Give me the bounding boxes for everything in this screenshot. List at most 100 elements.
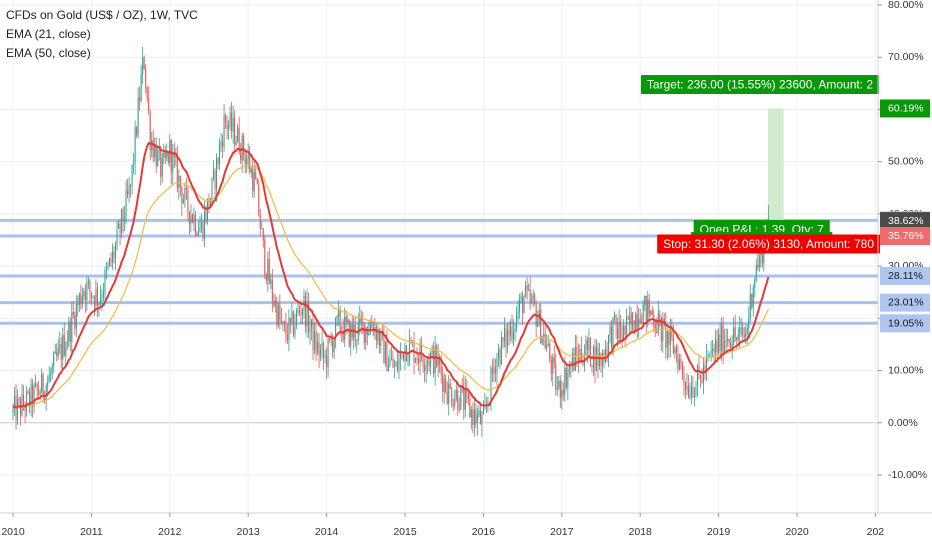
candle-body [568,366,570,374]
candle-body [728,338,730,343]
candle-body [314,331,316,350]
chart-legend: CFDs on Gold (US$ / OZ), 1W, TVC EMA (21… [6,6,198,63]
candle-body [185,188,187,190]
candle-body [407,359,409,362]
candle-body [231,112,233,132]
candle-body [466,389,468,394]
candle-body [270,279,272,284]
level-badge[interactable] [880,293,930,312]
y-tick-label: -10.00% [888,469,927,481]
ema-short-line [12,141,770,409]
level-badge[interactable] [880,314,930,333]
candle-body [253,172,255,192]
candle-body [292,311,294,335]
candle-body [130,184,132,186]
candle-body [318,342,320,356]
stop-badge-text: 35.76% [888,230,924,242]
candle-body [704,365,706,373]
candle-body [261,228,263,230]
candle-body [425,364,427,371]
candle-body [142,57,144,75]
current-badge[interactable] [880,212,930,231]
candle-body [550,359,552,374]
position-tool[interactable]: Target: 236.00 (15.55%) 23600, Amount: 2… [640,74,880,254]
candle-body [415,358,417,363]
candle-body [252,168,254,192]
candle-body [476,415,478,424]
candle-body [344,317,346,340]
candle-body [209,198,212,208]
candle-body [197,231,199,236]
candle-body [437,356,439,367]
candle-body [104,270,106,293]
candle-body [225,115,227,122]
candle-body [108,258,111,266]
candle-body [187,189,189,212]
candle-body [395,362,397,367]
candle-body [724,340,726,354]
candle-body [203,211,206,239]
chart-grid [0,0,878,513]
ema-short-label: EMA (21, close) [6,27,91,41]
candle-body [202,222,204,239]
level-badge-text: 19.05% [888,317,924,329]
stop-label-text: Stop: 31.30 (2.06%) 3130, Amount: 780 [663,237,874,251]
candle-body [562,390,564,395]
stop-badge[interactable] [880,227,930,246]
candle-body [689,394,691,398]
candle-body [78,293,80,305]
candle-body [674,347,676,353]
x-tick-label: 2019 [707,526,731,538]
candle-body [265,274,267,281]
candle-body [71,312,73,343]
candle-body [668,331,670,345]
candle-body [647,299,649,321]
target-zone[interactable] [767,108,784,237]
candle-body [624,325,626,335]
candle-body [662,318,664,342]
candle-body [642,304,644,324]
candle-body [660,316,662,342]
candle-body [193,214,195,223]
level-badge[interactable] [880,266,930,285]
candle-body [264,239,266,275]
candle-body [38,390,40,395]
candle-body [175,156,177,158]
candle-body [327,338,329,368]
candle-body [143,57,145,69]
candle-body [709,353,711,356]
candle-body [570,366,572,368]
candle-body [544,334,546,349]
time-axis[interactable]: 2010 2011 2012 2013 2014 2015 2016 2017 2018 2019… [0,512,932,538]
candle-body [439,356,441,365]
candle-body [428,360,430,367]
candle-body [433,347,435,374]
candle-body [93,296,95,307]
candle-body [626,317,628,335]
target-badge[interactable] [880,99,930,118]
candle-body [748,318,750,329]
candle-body [677,354,679,370]
candle-body [145,68,147,88]
candle-body [338,310,340,316]
candle-body [128,184,130,195]
candle-body [455,390,457,400]
candle-body [448,383,450,404]
candle-body [484,404,486,409]
candle-body [595,347,598,372]
candle-body [431,347,433,354]
candle-body [719,334,721,352]
candle-body [118,223,120,229]
stop-label[interactable]: Stop: 31.30 (2.06%) 3130, Amount: 780 [657,234,880,254]
target-zone-fill[interactable] [767,108,784,228]
target-label[interactable]: Target: 236.00 (15.55%) 23600, Amount: 2 [640,74,880,94]
price-axis[interactable]: 80.00%70.00%60.00%50.00%40.00%30.00%20.0… [877,0,930,513]
candle-body [427,360,429,365]
candle-body [469,398,471,418]
candle-body [598,353,601,367]
candle-body [66,341,68,348]
candle-body [680,358,682,363]
candle-body [83,291,85,297]
candle-body [706,355,708,373]
